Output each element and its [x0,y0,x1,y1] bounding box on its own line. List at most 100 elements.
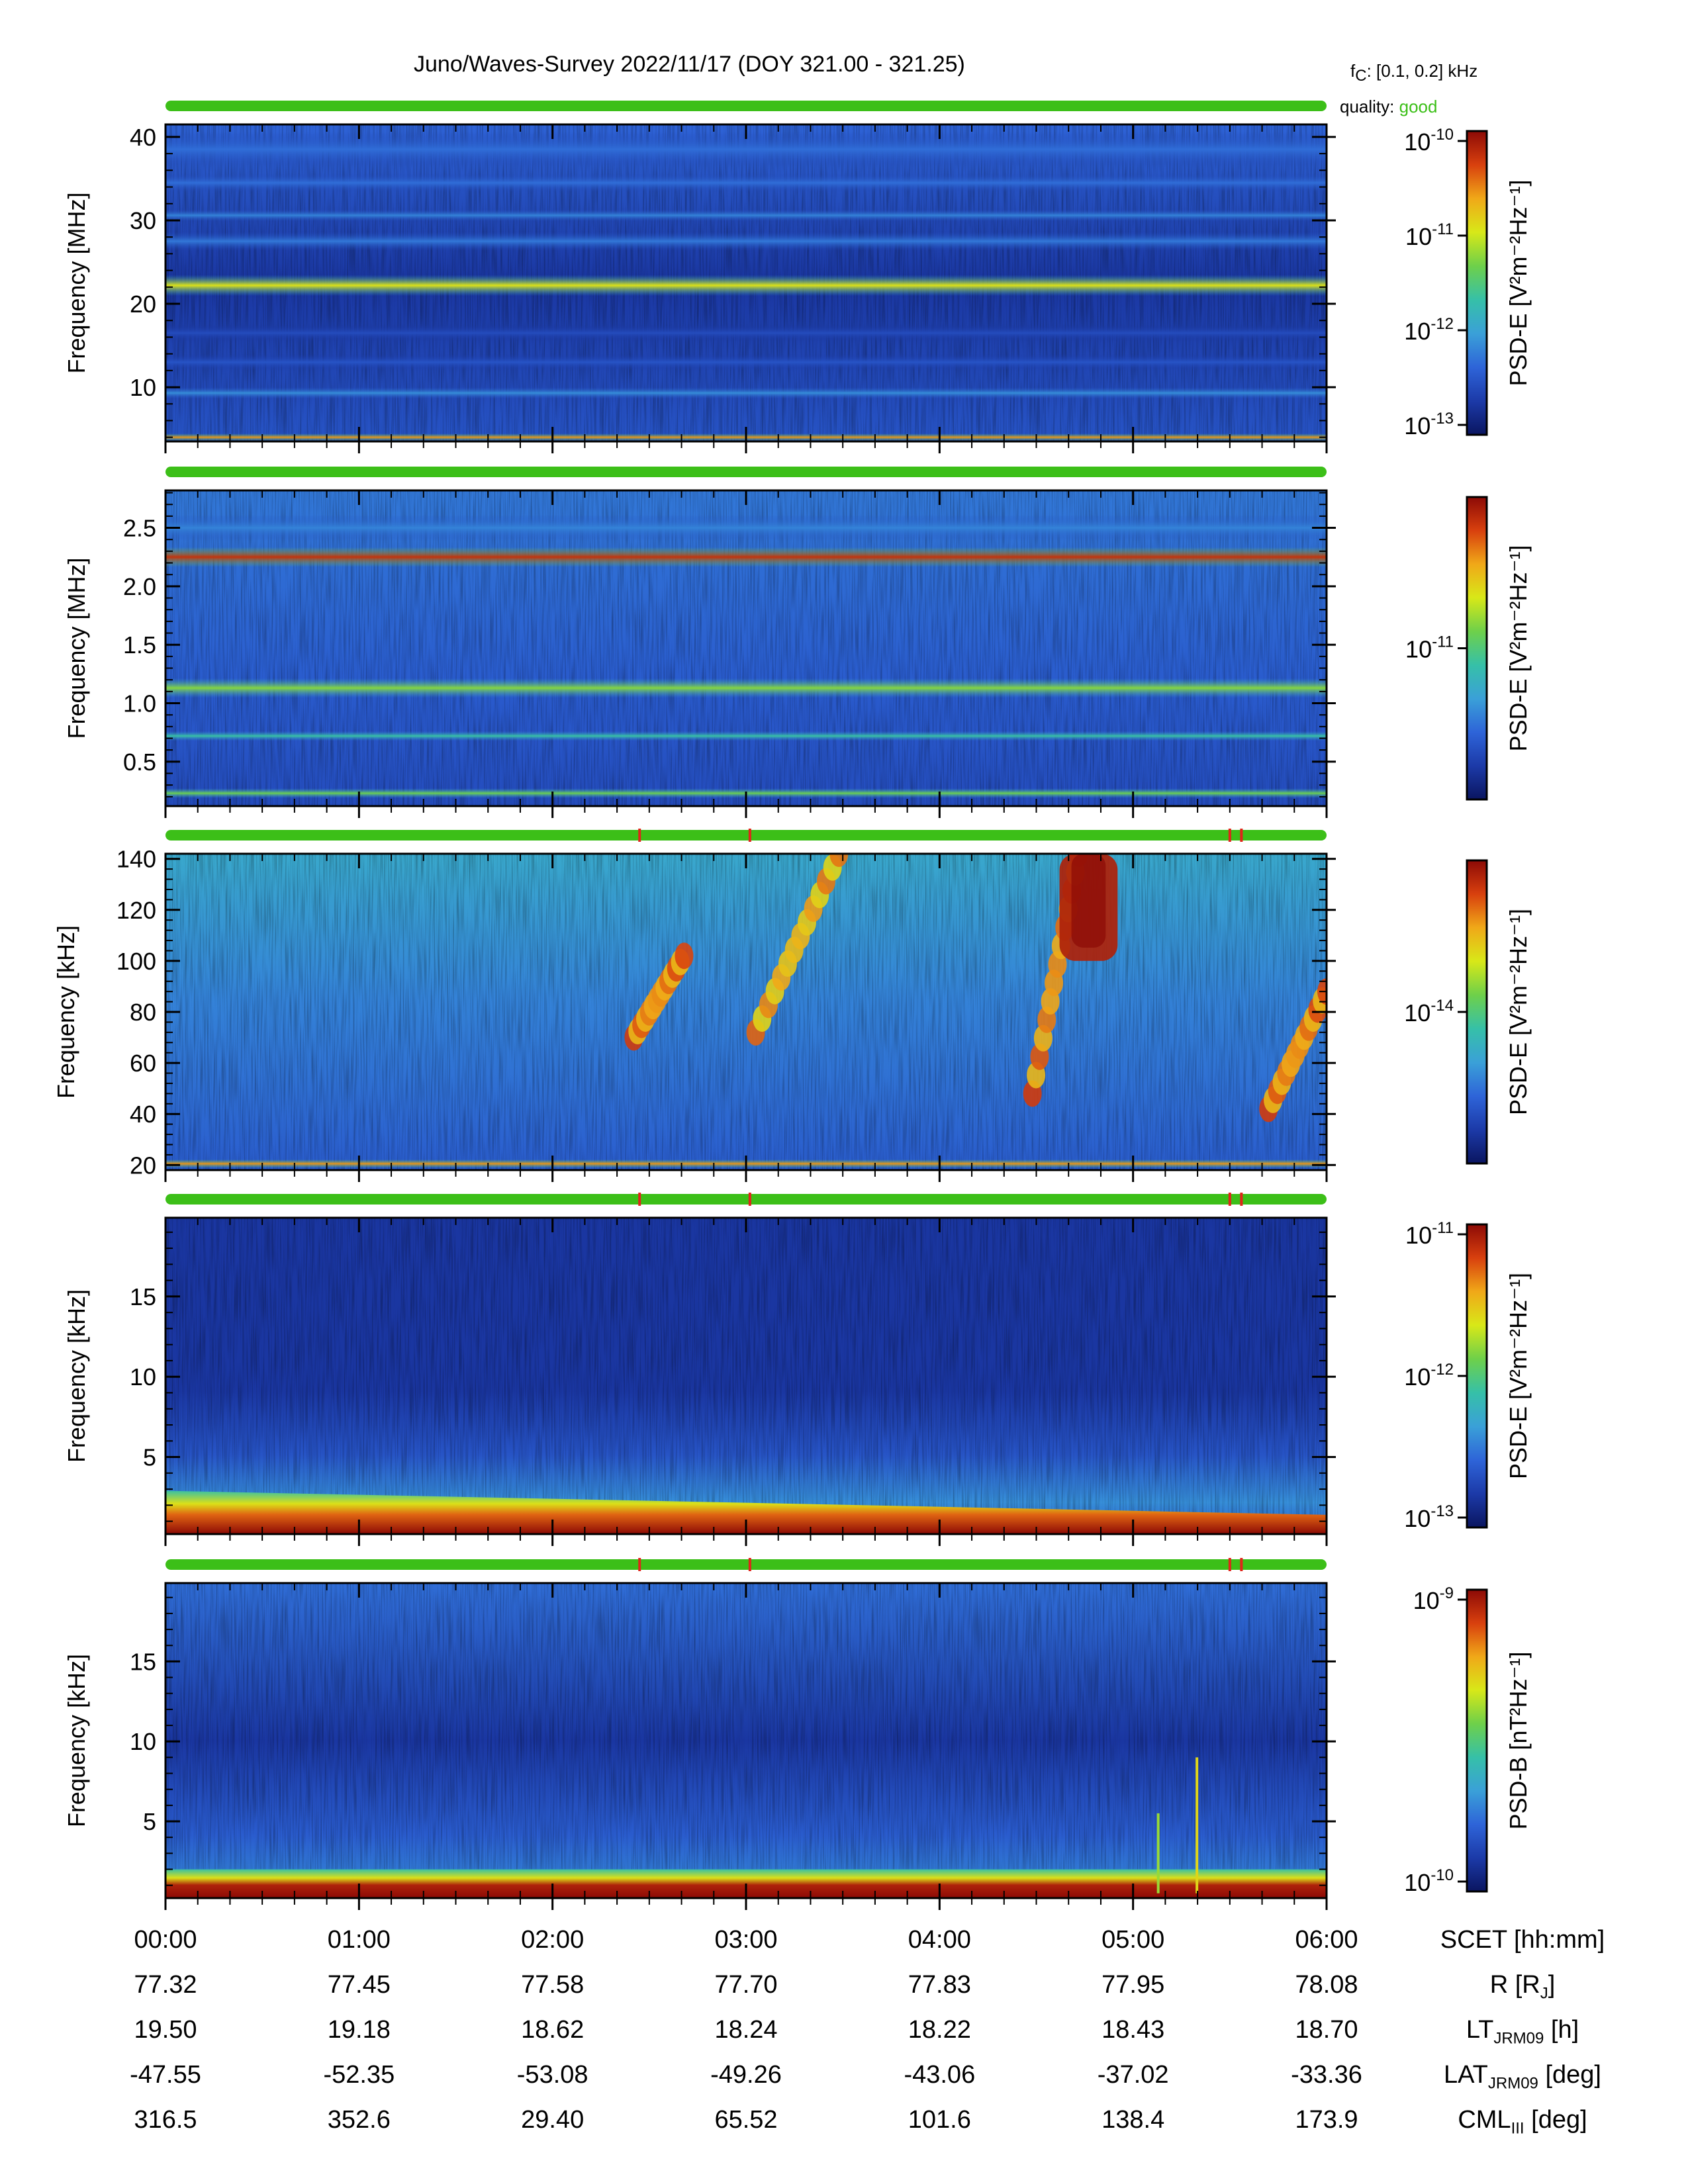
quality-flag [748,829,751,842]
spectrogram-1 [165,124,1327,441]
colorbar-tick-label: 10-11 [1405,1219,1454,1249]
colorbar-label: PSD-E [V²m⁻²Hz⁻¹] [1505,1273,1532,1479]
y-tick-label: 2.0 [123,573,156,600]
quality-flag [638,829,641,842]
emission-patch-core [1071,854,1106,948]
colorbar-gradient [1466,496,1488,801]
quality-bar [165,1558,1327,1571]
colorbar-gradient [1466,1588,1488,1893]
ephemeris-value: 18.43 [1102,2016,1165,2044]
y-tick-label: 80 [130,999,156,1026]
emission-band [165,678,1327,698]
quality-flag [1240,1558,1243,1571]
quality-flag [1228,1193,1231,1206]
spectrogram-3 [165,854,1327,1170]
emission-band [165,353,1327,371]
quality-bar-good [165,1559,1327,1570]
spectrogram-5 [165,1583,1327,1898]
ephemeris-value: 18.24 [714,2016,778,2044]
ephemeris-value: 04:00 [908,1926,971,1954]
quality-bar [165,467,1327,477]
ephemeris-value: 18.62 [521,2016,585,2044]
colorbar-1: 10-10 10-11 10-12 10-13 PSD-E [V²m⁻²Hz⁻¹] [1404,126,1532,439]
ephemeris-value: 78.08 [1295,1971,1358,1999]
spectrogram-noise [165,854,1327,1170]
ephemeris-value: -52.35 [323,2061,395,2089]
emission-band [165,232,1327,251]
quality-flag [638,1193,641,1206]
ephemeris-value: 06:00 [1295,1926,1358,1954]
ephemeris-value: 77.95 [1102,1971,1165,1999]
colorbar-tick-label: 10-11 [1405,220,1454,250]
ephemeris-value: 316.5 [134,2106,197,2134]
low-frequency-band [165,1490,1327,1534]
ephemeris-value: 77.83 [908,1971,971,1999]
y-tick-label: 5 [143,1808,156,1835]
emission-band [165,547,1327,567]
ephemeris-value: 352.6 [327,2106,391,2134]
quality-bar [165,829,1327,842]
y-tick-label: 40 [130,124,156,151]
y-tick-label: 20 [130,291,156,318]
y-tick-label: 10 [130,1363,156,1390]
y-tick-label: 2.5 [123,515,156,542]
colorbar-label: PSD-E [V²m⁻²Hz⁻¹] [1505,909,1532,1115]
quality-bar-good [165,101,1327,111]
emission-band [165,209,1327,222]
y-axis-label: Frequency [kHz] [63,1654,90,1827]
ephemeris-label: SCET [hh:mm] [1440,1926,1605,1954]
ephemeris-value: 77.32 [134,1971,197,1999]
spectrogram-noise [165,1583,1327,1898]
ephemeris-value: -47.55 [130,2061,201,2089]
colorbar-tick-label: 10-12 [1404,1361,1454,1390]
ephemeris-label: CMLIII [deg] [1458,2106,1587,2138]
ephemeris-value: 173.9 [1295,2106,1358,2134]
emission-spike [1196,1757,1199,1893]
quality-flag [638,1558,641,1571]
ephemeris-value: 00:00 [134,1926,197,1954]
y-tick-label: 120 [117,897,156,924]
emission-burst [829,854,849,867]
ephemeris-value: 18.22 [908,2016,971,2044]
ephemeris-value: 01:00 [327,1926,391,1954]
ephemeris-value: 77.58 [521,1971,585,1999]
y-tick-label: 140 [117,846,156,873]
colorbar-3: 10-14 PSD-E [V²m⁻²Hz⁻¹] [1404,859,1532,1165]
quality-flag [748,1193,751,1206]
y-tick-label: 15 [130,1283,156,1310]
colorbar-tick-label: 10-10 [1404,1866,1454,1896]
colorbar-tick-label: 10-10 [1404,126,1454,156]
emission-burst [675,942,694,970]
y-tick-label: 5 [143,1444,156,1471]
ephemeris-value: -49.26 [710,2061,782,2089]
ephemeris-value: 19.18 [327,2016,391,2044]
colorbar-5: 10-9 10-10 PSD-B [nT²Hz⁻¹] [1404,1584,1532,1896]
y-tick-label: 100 [117,948,156,975]
colorbar-tick-label: 10-9 [1413,1584,1454,1614]
quality-bar [165,1193,1327,1206]
y-tick-label: 1.0 [123,690,156,717]
panel-4: 5 10 15 Frequency [kHz] 10-11 10-12 10-13 PSD-E… [63,1193,1532,1546]
quality-flag [1228,1558,1231,1571]
spectrogram-noise [165,490,1327,806]
colorbar-tick-label: 10-13 [1404,1502,1454,1532]
colorbar-label: PSD-E [V²m⁻²Hz⁻¹] [1505,180,1532,387]
ephemeris-value: -43.06 [904,2061,976,2089]
fc-label-main: f [1350,61,1356,81]
emission-band [165,324,1327,341]
y-tick-label: 0.5 [123,749,156,776]
quality-bar-good [165,467,1327,477]
emission-band [165,387,1327,399]
y-axis-label: Frequency [kHz] [63,1289,90,1463]
ephemeris-label: R [RJ] [1489,1971,1556,2003]
ephemeris-value: 18.70 [1295,2016,1358,2044]
y-tick-label: 30 [130,207,156,234]
y-tick-label: 20 [130,1152,156,1179]
emission-spike [1156,1813,1160,1893]
y-tick-label: 60 [130,1050,156,1077]
y-tick-label: 10 [130,1728,156,1755]
quality-label-text: quality: [1340,97,1395,116]
ephemeris-label: LTJRM09 [h] [1466,2016,1579,2048]
quality-bar [165,101,1327,111]
